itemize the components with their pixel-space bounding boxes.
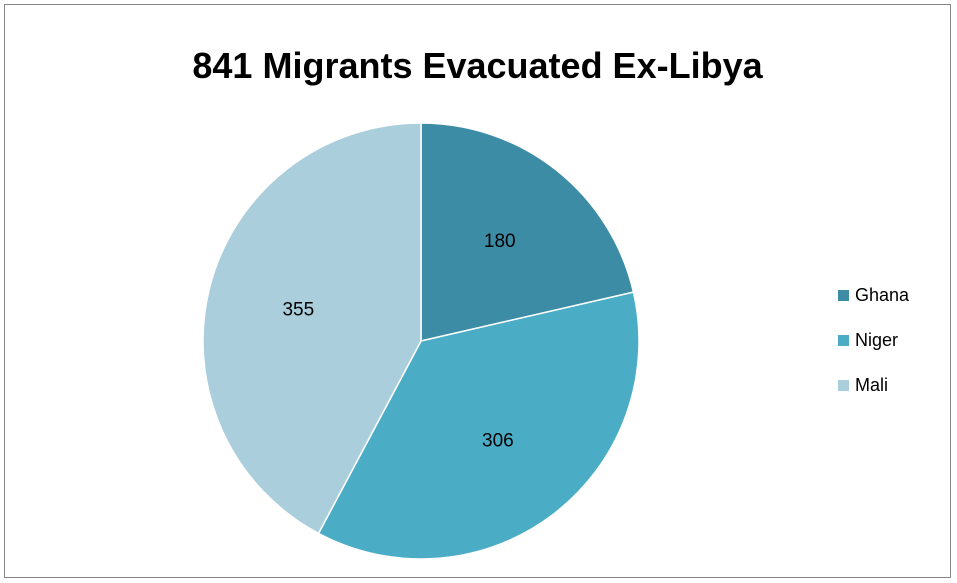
pie-slice-niger [317,291,640,560]
legend-swatch-niger [838,334,849,346]
pie-slice-ghana [420,122,635,342]
legend-item-mali: Mali [838,373,909,397]
chart-title: 841 Migrants Evacuated Ex-Libya [192,45,763,86]
data-label-ghana: 180 [484,231,516,252]
legend-swatch-ghana [838,289,849,301]
chart-legend: Ghana Niger Mali [838,283,909,418]
legend-label-mali: Mali [855,374,889,395]
legend-item-ghana: Ghana [838,283,909,307]
legend-item-niger: Niger [838,328,909,352]
data-label-mali: 355 [282,299,314,320]
legend-swatch-mali [838,379,849,391]
legend-label-niger: Niger [855,329,899,350]
data-label-niger: 306 [482,430,514,451]
legend-label-ghana: Ghana [855,284,910,305]
pie-slice-mali [202,122,422,535]
